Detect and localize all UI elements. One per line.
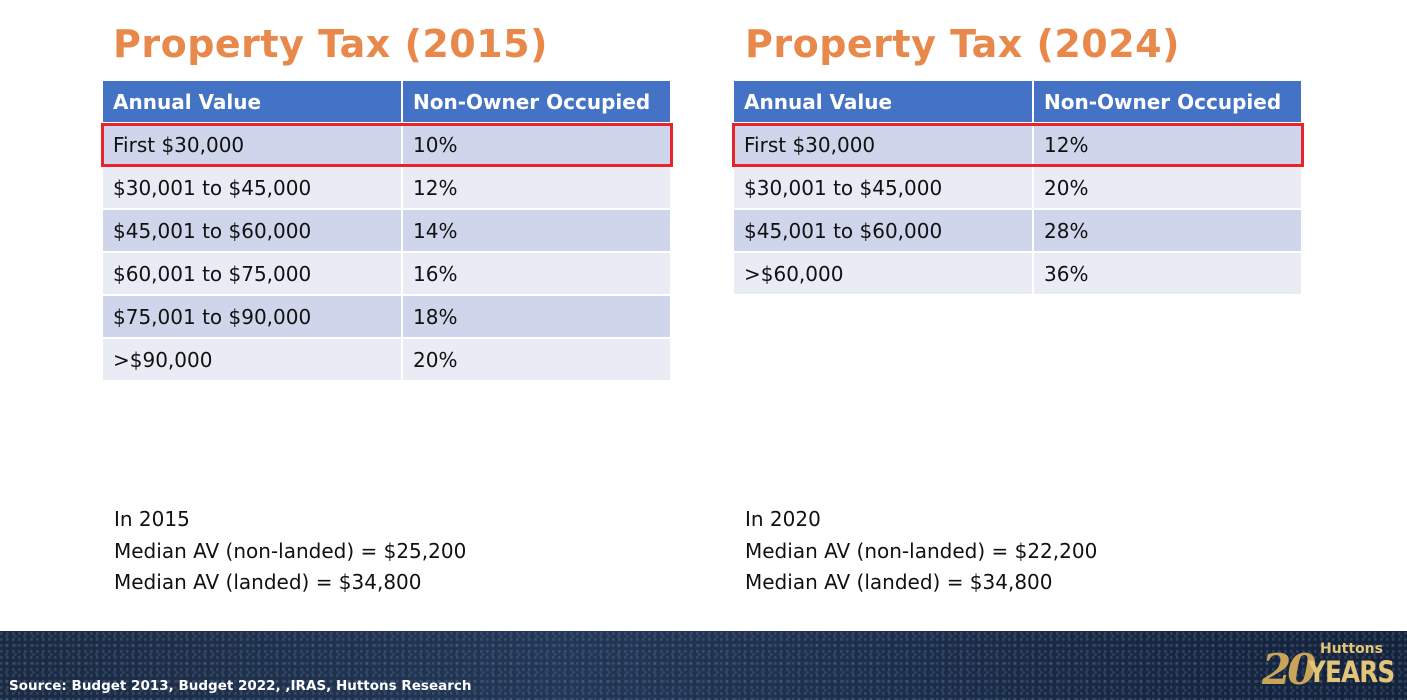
rate-cell: 18% (403, 296, 670, 339)
annual-value-cell: First $30,000 (103, 124, 403, 167)
note-median-landed: Median AV (landed) = $34,800 (745, 570, 1053, 594)
rate-cell: 12% (1034, 124, 1301, 167)
footer-banner: Source: Budget 2013, Budget 2022, ,IRAS,… (0, 631, 1407, 700)
annual-value-cell: $45,001 to $60,000 (734, 210, 1034, 253)
rate-cell: 28% (1034, 210, 1301, 253)
rate-cell: 10% (403, 124, 670, 167)
table-row: >$60,000 36% (734, 253, 1301, 296)
logo-brand: Huttons (1320, 641, 1383, 657)
column-header-annual-value: Annual Value (734, 81, 1034, 124)
annual-value-cell: $75,001 to $90,000 (103, 296, 403, 339)
column-header-non-owner-occupied: Non-Owner Occupied (403, 81, 670, 124)
annual-value-cell: First $30,000 (734, 124, 1034, 167)
table-row: $30,001 to $45,000 12% (103, 167, 670, 210)
median-av-note-2020: In 2020 Median AV (non-landed) = $22,200… (745, 504, 1097, 599)
rate-cell: 20% (1034, 167, 1301, 210)
logo-years: YEARS (1308, 655, 1395, 689)
annual-value-cell: $60,001 to $75,000 (103, 253, 403, 296)
annual-value-cell: $30,001 to $45,000 (103, 167, 403, 210)
table-header-row: Annual Value Non-Owner Occupied (103, 81, 670, 124)
table-header-row: Annual Value Non-Owner Occupied (734, 81, 1301, 124)
column-header-annual-value: Annual Value (103, 81, 403, 124)
rate-cell: 12% (403, 167, 670, 210)
rate-cell: 36% (1034, 253, 1301, 296)
table-row: $60,001 to $75,000 16% (103, 253, 670, 296)
table-row: $30,001 to $45,000 20% (734, 167, 1301, 210)
rate-cell: 14% (403, 210, 670, 253)
page-title-2015: Property Tax (2015) (113, 22, 548, 66)
annual-value-cell: >$90,000 (103, 339, 403, 382)
note-median-non-landed: Median AV (non-landed) = $25,200 (114, 538, 467, 563)
huttons-20-years-logo: 20 Huttons YEARS (1262, 641, 1395, 699)
note-year: In 2020 (745, 507, 821, 531)
tax-table-2015: Annual Value Non-Owner Occupied First $3… (103, 81, 670, 382)
median-av-note-2015: In 2015 Median AV (non-landed) = $25,200… (114, 504, 466, 599)
column-header-non-owner-occupied: Non-Owner Occupied (1034, 81, 1301, 124)
table-row: $75,001 to $90,000 18% (103, 296, 670, 339)
rate-cell: 16% (403, 253, 670, 296)
table-row: $45,001 to $60,000 28% (734, 210, 1301, 253)
table-row: $45,001 to $60,000 14% (103, 210, 670, 253)
source-caption: Source: Budget 2013, Budget 2022, ,IRAS,… (9, 678, 472, 694)
tax-table-2024: Annual Value Non-Owner Occupied First $3… (734, 81, 1301, 296)
logo-number: 20 (1262, 645, 1316, 694)
table-row: First $30,000 12% (734, 124, 1301, 167)
table-row: >$90,000 20% (103, 339, 670, 382)
table-row: First $30,000 10% (103, 124, 670, 167)
annual-value-cell: $30,001 to $45,000 (734, 167, 1034, 210)
page-title-2024: Property Tax (2024) (745, 22, 1180, 66)
annual-value-cell: >$60,000 (734, 253, 1034, 296)
rate-cell: 20% (403, 339, 670, 382)
note-year: In 2015 (114, 507, 190, 531)
note-median-landed: Median AV (landed) = $34,800 (114, 570, 422, 594)
annual-value-cell: $45,001 to $60,000 (103, 210, 403, 253)
note-median-non-landed: Median AV (non-landed) = $22,200 (745, 538, 1098, 563)
